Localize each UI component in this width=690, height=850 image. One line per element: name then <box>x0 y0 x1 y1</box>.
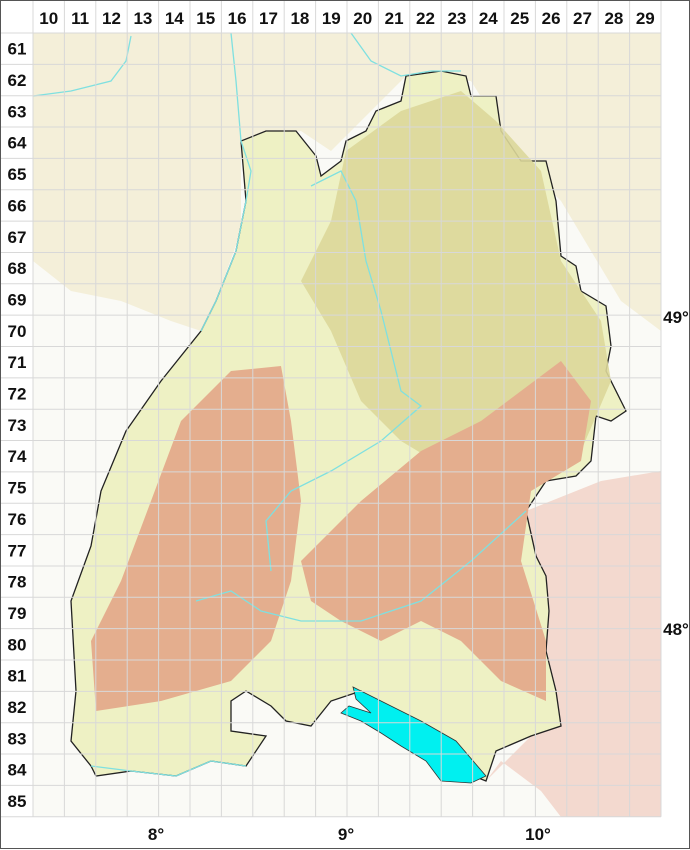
row-label: 82 <box>8 698 27 717</box>
column-label: 15 <box>196 9 215 28</box>
row-label: 78 <box>8 573 27 592</box>
row-label: 62 <box>8 71 27 90</box>
row-label: 64 <box>8 134 27 153</box>
row-label: 84 <box>8 761 27 780</box>
row-label: 75 <box>8 479 27 498</box>
row-label: 76 <box>8 510 27 529</box>
row-label: 85 <box>8 792 27 811</box>
row-label: 68 <box>8 259 27 278</box>
latitude-label: 48° <box>663 620 689 639</box>
longitude-label: 10° <box>525 825 551 844</box>
row-label: 66 <box>8 196 27 215</box>
column-label: 28 <box>604 9 623 28</box>
column-label: 13 <box>133 9 152 28</box>
row-label: 74 <box>8 447 27 466</box>
column-label: 23 <box>447 9 466 28</box>
row-label: 63 <box>8 102 27 121</box>
column-label: 19 <box>322 9 341 28</box>
danube-river <box>195 510 527 622</box>
column-label: 18 <box>290 9 309 28</box>
grid-labels: 10 11 12 13 14 15 16 17 18 19 20 21 22 23 24 25 26 27 28 29… <box>8 9 690 844</box>
column-label: 14 <box>165 9 184 28</box>
row-label: 73 <box>8 416 27 435</box>
column-label: 26 <box>542 9 561 28</box>
row-label: 72 <box>8 385 27 404</box>
column-label: 21 <box>385 9 404 28</box>
row-label: 80 <box>8 635 27 654</box>
row-label: 65 <box>8 165 27 184</box>
column-label: 17 <box>259 9 278 28</box>
row-label: 69 <box>8 290 27 309</box>
row-label: 83 <box>8 729 27 748</box>
upland-zone-black-forest <box>91 366 301 711</box>
row-label: 71 <box>8 353 27 372</box>
longitude-label: 8° <box>148 825 164 844</box>
row-label: 81 <box>8 667 27 686</box>
column-label: 29 <box>636 9 655 28</box>
column-label: 16 <box>228 9 247 28</box>
grid-lines <box>1 1 662 818</box>
column-label: 27 <box>573 9 592 28</box>
neckar-river <box>265 170 423 572</box>
row-label: 77 <box>8 541 27 560</box>
column-label: 22 <box>416 9 435 28</box>
row-label: 61 <box>8 40 27 59</box>
row-label: 79 <box>8 604 27 623</box>
outside-southeast-region <box>486 471 661 817</box>
upland-zone-swabian-alb <box>301 361 591 701</box>
column-label: 11 <box>71 9 89 28</box>
latitude-label: 49° <box>663 308 689 327</box>
longitude-label: 9° <box>338 825 354 844</box>
row-label: 67 <box>8 228 27 247</box>
row-label: 70 <box>8 322 27 341</box>
column-label: 20 <box>353 9 372 28</box>
column-label: 25 <box>510 9 529 28</box>
column-label: 24 <box>479 9 498 28</box>
lake-constance <box>340 686 487 784</box>
column-label: 10 <box>39 9 58 28</box>
column-label: 12 <box>102 9 121 28</box>
